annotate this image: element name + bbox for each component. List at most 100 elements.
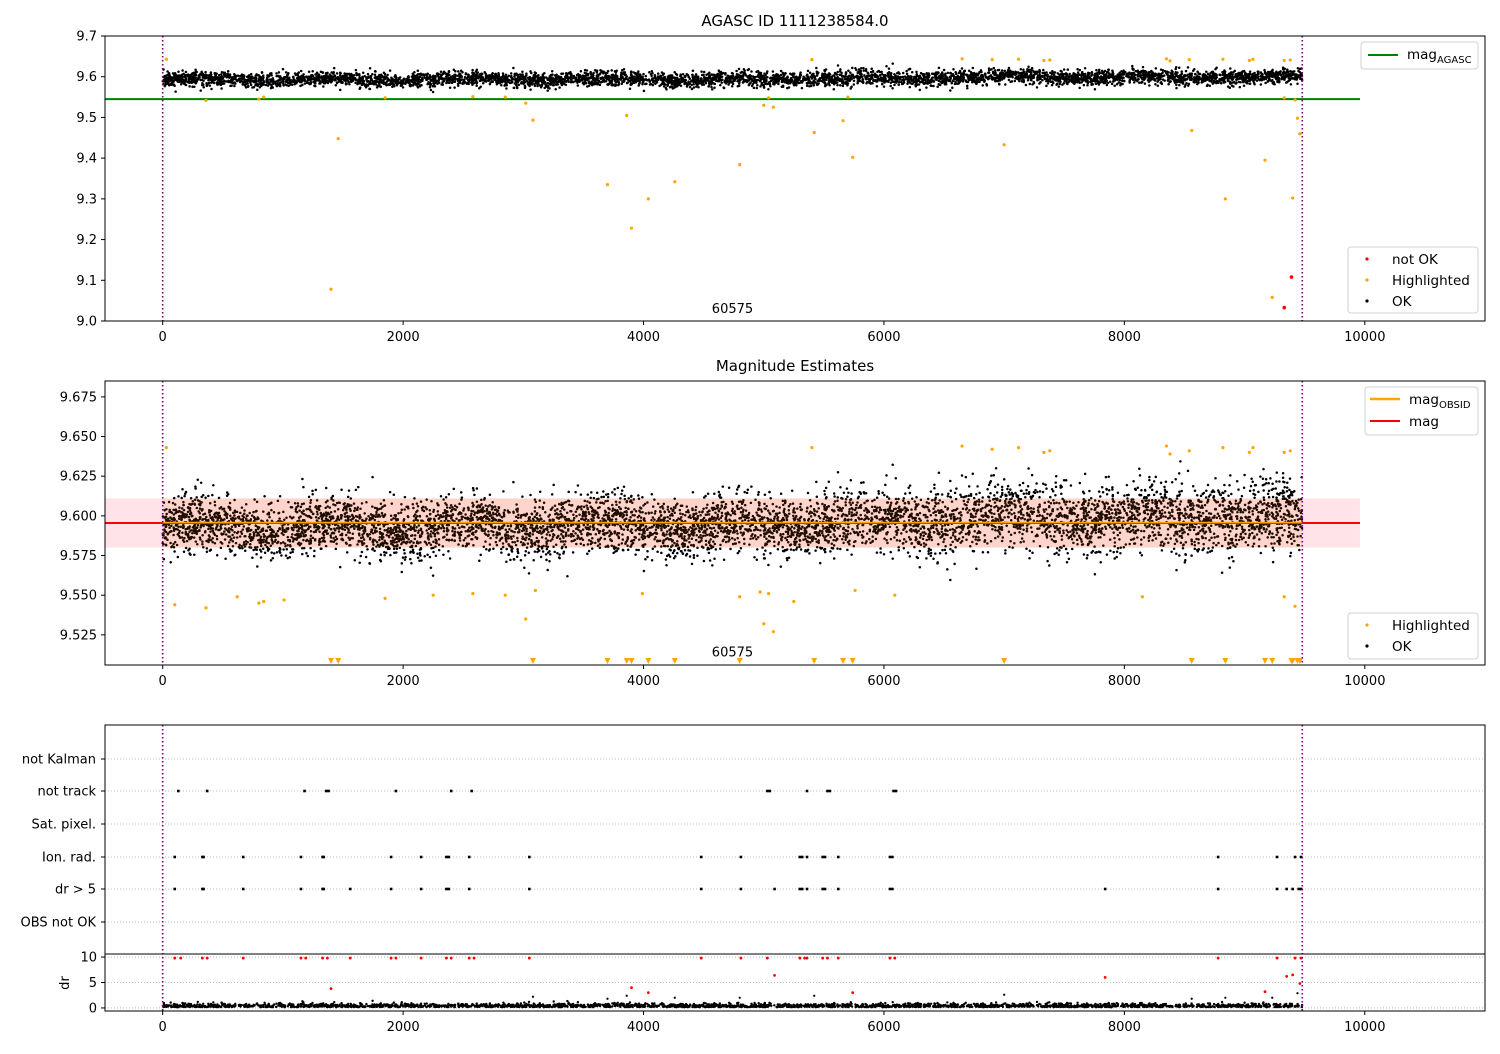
ok-point [646, 78, 649, 82]
ok-point [199, 89, 202, 92]
ok-point [779, 69, 783, 73]
ok-point [465, 82, 469, 86]
ok-point [781, 71, 785, 75]
ok-point [1256, 76, 1260, 79]
ok-point [810, 74, 814, 78]
ok-point [210, 87, 213, 91]
ok-point [193, 85, 196, 88]
ok-point [1141, 65, 1145, 69]
ok-point [1058, 82, 1062, 86]
ok-point [166, 70, 169, 73]
ok-point [1121, 82, 1124, 86]
ok-point [713, 82, 717, 86]
ok-point [188, 85, 191, 88]
ok-point [391, 79, 395, 82]
ok-point [475, 84, 478, 88]
ok-point [166, 77, 169, 80]
ok-point [182, 72, 185, 76]
ok-point [447, 69, 451, 73]
ok-point [1197, 81, 1200, 84]
ok-point [922, 76, 926, 80]
ok-point [458, 81, 462, 85]
ok-point [491, 76, 494, 79]
ok-point [1001, 74, 1005, 77]
ok-point [976, 80, 980, 84]
ok-point [1091, 79, 1095, 83]
ok-point [576, 84, 580, 87]
ok-point [372, 82, 375, 86]
ok-point [863, 74, 866, 77]
ok-point [453, 86, 456, 89]
ok-point [409, 84, 412, 88]
ok-point [635, 79, 639, 83]
ok-point [299, 77, 302, 81]
ok-point [722, 86, 726, 90]
ok-point [859, 75, 862, 78]
ok-point [1229, 67, 1232, 70]
ok-point [836, 83, 839, 87]
ok-point [1120, 79, 1124, 82]
ok-point [1080, 76, 1083, 80]
ok-point [908, 67, 912, 71]
ok-point [394, 79, 398, 82]
ok-point [1085, 80, 1089, 83]
ok-point [576, 81, 579, 84]
ok-point [915, 70, 918, 74]
ok-point [289, 78, 293, 82]
ok-point [458, 78, 461, 82]
ok-point [1184, 75, 1187, 78]
ok-point [1221, 73, 1225, 77]
ok-point [751, 79, 754, 82]
ok-point [530, 83, 534, 86]
ok-point [1297, 74, 1301, 77]
ok-point [322, 74, 326, 78]
ok-point [1041, 75, 1044, 79]
ok-point [905, 69, 908, 73]
ok-point [1193, 81, 1196, 84]
ok-point [190, 80, 194, 84]
ok-point [669, 78, 672, 82]
ok-point [1148, 84, 1151, 87]
ok-point [683, 81, 686, 85]
ok-point [1057, 75, 1061, 79]
ok-point [725, 78, 728, 81]
ok-point [823, 84, 827, 88]
ok-point [668, 85, 672, 89]
ok-point [463, 78, 466, 81]
ok-point [967, 69, 971, 72]
ok-point [984, 72, 987, 76]
ok-point [1066, 74, 1069, 77]
ok-point [216, 77, 220, 81]
ok-point [315, 72, 319, 75]
ok-point [512, 86, 516, 90]
ok-point [889, 81, 893, 84]
ok-point [1123, 72, 1126, 76]
ok-point [235, 79, 239, 83]
ok-point [690, 79, 693, 82]
ok-point [651, 72, 654, 75]
ok-point [684, 74, 687, 78]
ok-point [377, 75, 381, 78]
ok-point [961, 78, 965, 81]
ok-point [875, 84, 879, 88]
ok-point [243, 83, 247, 86]
ok-point [445, 81, 448, 85]
ok-point [1260, 77, 1263, 81]
ok-point [1147, 80, 1151, 84]
ok-point [465, 77, 469, 80]
ok-point [856, 79, 860, 83]
ok-point [1253, 78, 1257, 81]
ok-point [1282, 68, 1285, 71]
ok-point [719, 83, 722, 87]
ok-point [823, 69, 826, 72]
ok-point [901, 75, 905, 79]
ok-point [1242, 69, 1246, 73]
ok-point [930, 76, 934, 80]
ok-point [1005, 71, 1008, 75]
ok-point [528, 84, 531, 88]
ok-point [197, 74, 200, 77]
ok-point [470, 80, 474, 83]
ok-point [737, 67, 741, 71]
ok-point [833, 71, 837, 75]
